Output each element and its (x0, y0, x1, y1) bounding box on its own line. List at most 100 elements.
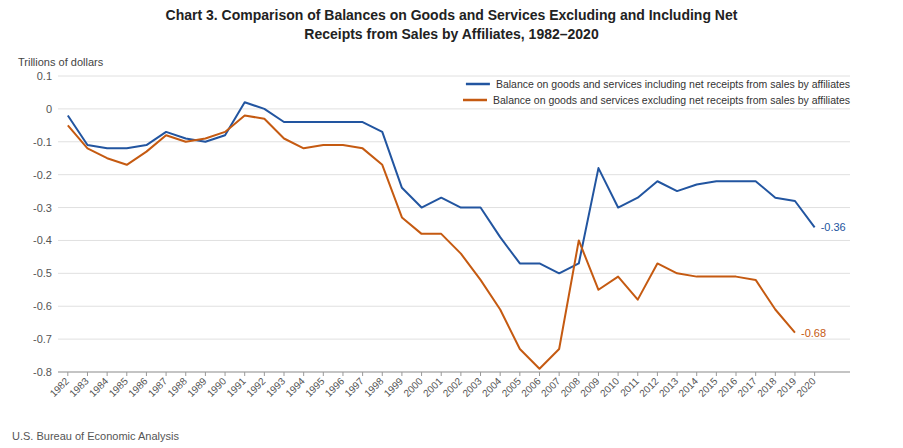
x-tick (637, 372, 638, 376)
x-tick (578, 372, 579, 376)
x-tick (598, 372, 599, 376)
grid-line (58, 372, 850, 373)
x-tick-label: 1986 (126, 375, 150, 399)
x-tick (264, 372, 265, 376)
x-tick (794, 372, 795, 376)
x-tick-label: 2012 (637, 375, 661, 399)
x-tick-label: 1982 (48, 375, 72, 399)
grid-line (58, 306, 850, 307)
x-tick (500, 372, 501, 376)
grid-line (58, 240, 850, 241)
x-tick-label: 2015 (696, 375, 720, 399)
x-tick (323, 372, 324, 376)
y-tick-label: -0.4 (33, 234, 52, 246)
legend-swatch (466, 83, 490, 86)
x-tick (657, 372, 658, 376)
y-tick-label: 0.1 (37, 70, 52, 82)
x-tick (185, 372, 186, 376)
x-tick-label: 1983 (67, 375, 91, 399)
x-tick (559, 372, 560, 376)
x-tick (480, 372, 481, 376)
legend-swatch (463, 99, 487, 102)
x-tick (539, 372, 540, 376)
x-tick (696, 372, 697, 376)
x-tick (166, 372, 167, 376)
x-tick (146, 372, 147, 376)
x-tick-label: 2018 (755, 375, 779, 399)
x-tick (303, 372, 304, 376)
footnote: U.S. Bureau of Economic Analysis (12, 430, 179, 442)
x-tick (421, 372, 422, 376)
y-tick-label: -0.7 (33, 333, 52, 345)
x-axis: 1982198319841985198619871988198919901991… (48, 372, 850, 399)
x-tick-label: 1984 (87, 375, 111, 399)
chart: Chart 3. Comparison of Balances on Goods… (0, 0, 903, 448)
x-tick-label: 1987 (146, 375, 170, 399)
x-tick-label: 2010 (598, 375, 622, 399)
y-tick-label: -0.5 (33, 267, 52, 279)
x-tick (126, 372, 127, 376)
x-tick-label: 1996 (323, 375, 347, 399)
x-tick-label: 1991 (224, 375, 248, 399)
title: Chart 3. Comparison of Balances on Goods… (166, 7, 738, 42)
x-tick (775, 372, 776, 376)
grid-line (58, 76, 850, 77)
x-tick-label: 2009 (578, 375, 602, 399)
grid-line (58, 273, 850, 274)
end-label: -0.36 (821, 221, 846, 233)
x-tick-label: 2019 (775, 375, 799, 399)
grid-line (58, 339, 850, 340)
x-tick-label: 1988 (166, 375, 190, 399)
legend-label: Balance on goods and services excluding … (493, 94, 850, 106)
x-tick-label: 2000 (401, 375, 425, 399)
x-tick (716, 372, 717, 376)
grid-line (58, 141, 850, 142)
x-tick (342, 372, 343, 376)
x-axis-line (58, 372, 850, 373)
x-tick (382, 372, 383, 376)
grid (58, 76, 850, 372)
series-line (68, 115, 795, 368)
x-tick-label: 2011 (618, 375, 641, 398)
grid-line (58, 207, 850, 208)
y-tick-label: -0.6 (33, 300, 52, 312)
title-line: Receipts from Sales by Affiliates, 1982–… (304, 26, 599, 42)
x-tick-label: 2002 (441, 375, 465, 399)
y-tick-label: 0 (46, 103, 52, 115)
x-tick-label: 2003 (460, 375, 484, 399)
x-tick (107, 372, 108, 376)
x-tick-label: 1989 (185, 375, 209, 399)
background (0, 0, 903, 448)
grid-line (58, 174, 850, 175)
y-tick-label: -0.3 (33, 202, 52, 214)
x-tick-label: 1993 (264, 375, 288, 399)
x-tick (618, 372, 619, 376)
x-tick (225, 372, 226, 376)
x-tick-label: 1998 (362, 375, 386, 399)
end-label: -0.68 (801, 327, 826, 339)
x-tick (460, 372, 461, 376)
grid-line (58, 108, 850, 109)
x-tick-label: 2014 (676, 375, 700, 399)
x-tick-label: 1994 (283, 375, 307, 399)
x-tick-label: 2007 (539, 375, 563, 399)
x-tick (814, 372, 815, 376)
x-tick-label: 2017 (735, 375, 759, 399)
legend: Balance on goods and services including … (463, 78, 850, 106)
x-tick-label: 1999 (382, 375, 406, 399)
y-tick-label: -0.1 (33, 136, 52, 148)
y-axis-label: Trillions of dollars (18, 56, 104, 68)
x-tick-label: 2004 (480, 375, 504, 399)
y-tick-label: -0.8 (33, 366, 52, 378)
x-tick (519, 372, 520, 376)
x-tick (401, 372, 402, 376)
series-lines (68, 102, 815, 368)
x-tick (87, 372, 88, 376)
x-tick (67, 372, 68, 376)
x-tick (284, 372, 285, 376)
x-tick-label: 1992 (244, 375, 268, 399)
x-tick (441, 372, 442, 376)
x-tick-label: 2016 (716, 375, 740, 399)
x-tick-label: 1985 (107, 375, 131, 399)
x-tick-label: 2013 (657, 375, 681, 399)
